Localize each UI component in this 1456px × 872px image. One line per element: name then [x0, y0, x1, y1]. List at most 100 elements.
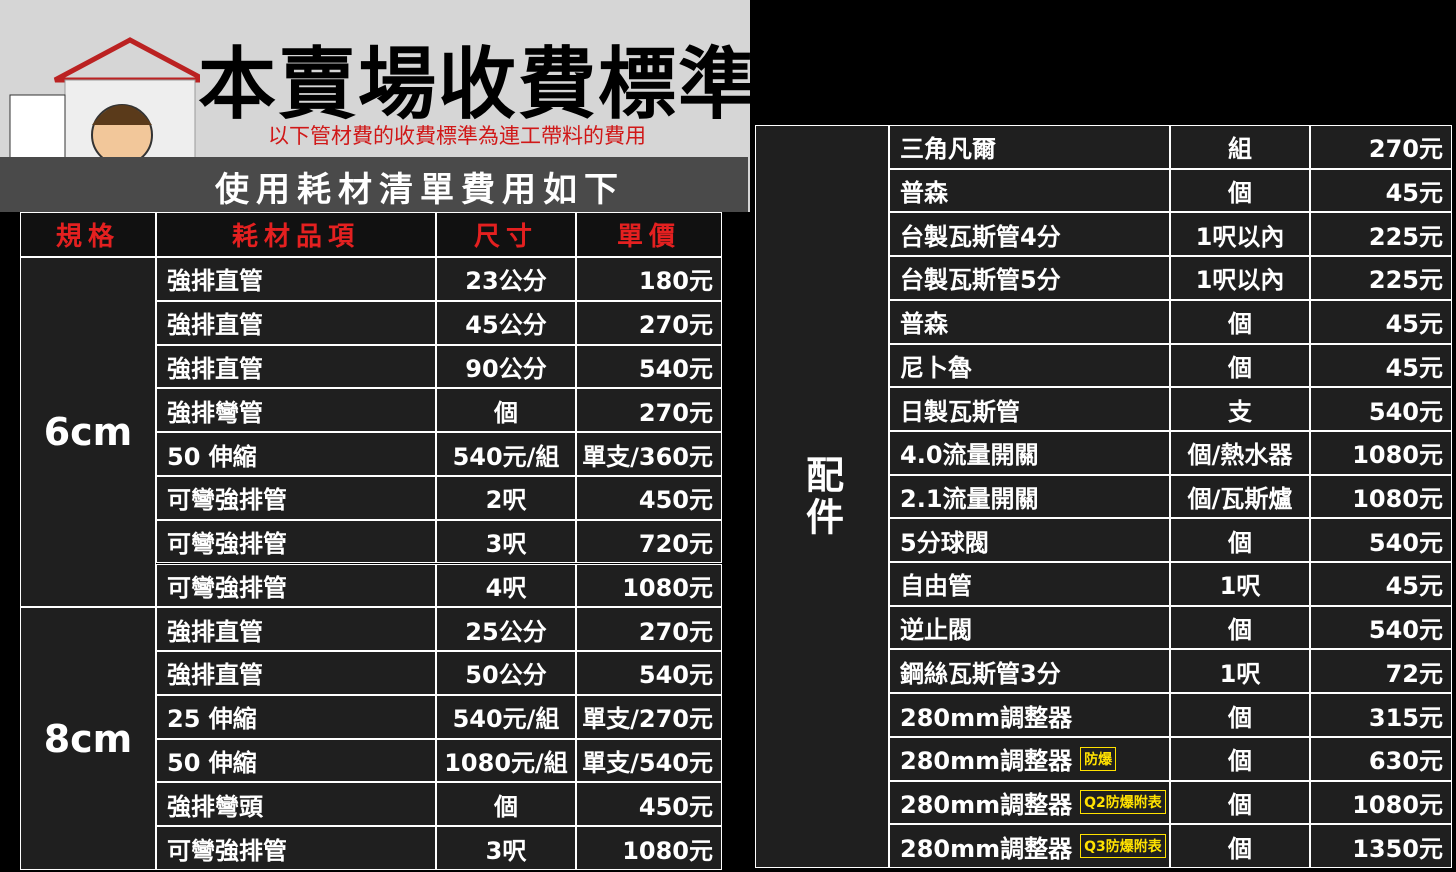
- item: 逆止閥: [900, 616, 972, 645]
- item: 尼卜魯: [900, 353, 972, 382]
- item-cell: 台製瓦斯管5分: [889, 256, 1170, 300]
- item: 可彎強排管: [156, 826, 436, 870]
- item: 台製瓦斯管5分: [900, 266, 1061, 295]
- size: 540元/組: [436, 432, 576, 476]
- item: 普森: [900, 310, 948, 339]
- item: 可彎強排管: [156, 475, 436, 520]
- item-cell: 4.0流量開關: [889, 430, 1170, 475]
- price: 1350元: [1310, 824, 1452, 868]
- price: 72元: [1310, 649, 1452, 694]
- unit: 個/熱水器: [1170, 430, 1310, 475]
- price: 單支/360元: [576, 432, 722, 476]
- unit: 1呎: [1170, 649, 1310, 694]
- item-cell: 台製瓦斯管4分: [889, 212, 1170, 257]
- price: 540元: [1310, 387, 1452, 431]
- title: 本賣場收費標準: [198, 40, 759, 130]
- price: 540元: [1310, 518, 1452, 563]
- item-cell: 普森: [889, 168, 1170, 213]
- column-header: 尺寸: [436, 212, 576, 257]
- item: 4.0流量開關: [900, 441, 1039, 470]
- price: 225元: [1310, 212, 1452, 257]
- item-cell: 尼卜魯: [889, 343, 1170, 388]
- item-cell: 280mm調整器 防爆: [889, 736, 1170, 781]
- size: 25公分: [436, 607, 576, 652]
- price: 1080元: [576, 563, 722, 608]
- size: 90公分: [436, 344, 576, 389]
- item-cell: 280mm調整器 Q3防爆附表: [889, 824, 1170, 868]
- item: 50 伸縮: [156, 738, 436, 783]
- item: 強排直管: [156, 257, 436, 301]
- price: 450元: [576, 475, 722, 520]
- size: 1080元/組: [436, 738, 576, 783]
- size: 50公分: [436, 651, 576, 695]
- unit: 組: [1170, 125, 1310, 169]
- price: 270元: [576, 388, 722, 433]
- item: 280mm調整器: [900, 747, 1073, 776]
- unit: 個: [1170, 343, 1310, 388]
- item: 強排直管: [156, 607, 436, 652]
- column-header: 規格: [20, 212, 156, 257]
- column-header: 耗材品項: [156, 212, 436, 257]
- item: 強排直管: [156, 344, 436, 389]
- column-header: 單價: [576, 212, 722, 257]
- unit: 個: [1170, 518, 1310, 563]
- price: 1080元: [1310, 474, 1452, 519]
- item: 2.1流量開關: [900, 484, 1039, 513]
- price: 45元: [1310, 168, 1452, 213]
- tag: Q2防爆附表: [1080, 790, 1166, 815]
- item: 強排彎頭: [156, 782, 436, 827]
- price: 1080元: [576, 826, 722, 870]
- item-cell: 三角凡爾: [889, 125, 1170, 169]
- size: 2呎: [436, 475, 576, 520]
- item-cell: 逆止閥: [889, 605, 1170, 650]
- size: 4呎: [436, 563, 576, 608]
- item: 280mm調整器: [900, 790, 1073, 819]
- unit: 個: [1170, 693, 1310, 737]
- item: 強排直管: [156, 300, 436, 345]
- item-cell: 2.1流量開關: [889, 474, 1170, 519]
- price: 1080元: [1310, 430, 1452, 475]
- unit: 1呎以內: [1170, 256, 1310, 300]
- price: 630元: [1310, 736, 1452, 781]
- size: 個: [436, 782, 576, 827]
- price: 1080元: [1310, 780, 1452, 825]
- size: 540元/組: [436, 694, 576, 739]
- unit: 1呎: [1170, 562, 1310, 606]
- size: 3呎: [436, 519, 576, 564]
- item: 50 伸縮: [156, 432, 436, 476]
- size: 個: [436, 388, 576, 433]
- price: 450元: [576, 782, 722, 827]
- item: 280mm調整器: [900, 703, 1073, 732]
- spec: 6cm: [20, 257, 156, 608]
- price: 45元: [1310, 299, 1452, 344]
- tag: Q3防爆附表: [1080, 834, 1166, 859]
- item: 自由管: [900, 572, 972, 601]
- item: 日製瓦斯管: [900, 397, 1020, 426]
- unit: 個: [1170, 736, 1310, 781]
- banner: [0, 157, 748, 212]
- item-cell: 280mm調整器: [889, 693, 1170, 737]
- size: 23公分: [436, 257, 576, 301]
- item-cell: 5分球閥: [889, 518, 1170, 563]
- price: 270元: [576, 607, 722, 652]
- size: 3呎: [436, 826, 576, 870]
- unit: 1呎以內: [1170, 212, 1310, 257]
- item: 5分球閥: [900, 528, 989, 557]
- price: 45元: [1310, 562, 1452, 606]
- unit: 個: [1170, 780, 1310, 825]
- banner-text: 使用耗材清單費用如下: [215, 170, 625, 210]
- unit: 個: [1170, 168, 1310, 213]
- price: 180元: [576, 257, 722, 301]
- item: 280mm調整器: [900, 834, 1073, 863]
- price: 45元: [1310, 343, 1452, 388]
- price: 720元: [576, 519, 722, 564]
- unit: 個: [1170, 824, 1310, 868]
- unit: 個: [1170, 605, 1310, 650]
- unit: 個/瓦斯爐: [1170, 474, 1310, 519]
- item-cell: 280mm調整器 Q2防爆附表: [889, 780, 1170, 825]
- spec: 8cm: [20, 607, 156, 870]
- price: 540元: [576, 344, 722, 389]
- group-cell: 配件: [755, 125, 889, 868]
- item-cell: 日製瓦斯管: [889, 387, 1170, 431]
